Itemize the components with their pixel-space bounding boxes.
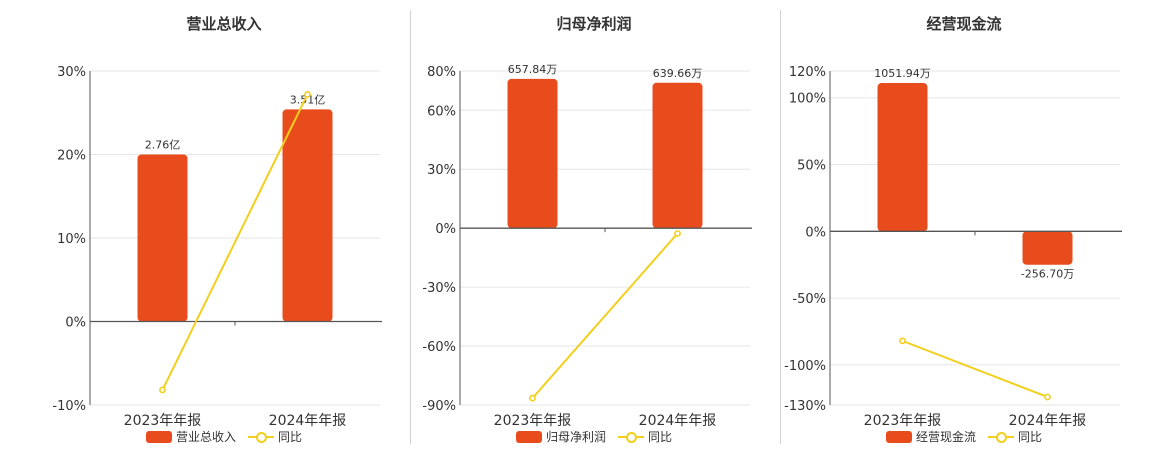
y-tick-label: -90% [422,399,456,414]
y-tick-label: -50% [792,292,826,307]
x-tick-label: 2024年年报 [269,413,347,429]
bar [652,82,703,229]
legend-bar-label: 经营现金流 [915,430,976,444]
x-tick-label: 2024年年报 [1009,413,1087,429]
yoy-point [529,394,536,402]
chart-panel-revenue: 营业总收入 30% 20% 10% 0% -10% 2.76亿 3.51亿 2023年年报 20… [38,0,410,450]
chart-plot-cash-flow: 120% 100% 50% 0% -50% -100% -130% 1051.94万 -256.… [784,65,1122,429]
yoy-point [159,386,166,394]
bar-data-label: 657.84万 [508,63,558,76]
legend-bar-swatch [145,430,172,443]
y-tick-label: 0% [805,225,826,240]
y-tick-label: -130% [784,399,826,414]
chart-panel-cash-flow: 经营现金流 120% 100% 50% 0% -50% -100% -130% 1051.94… [778,0,1150,450]
yoy-point [674,230,681,237]
yoy-line [531,232,679,399]
yoy-point [1044,393,1051,401]
legend-line-swatch [618,431,644,443]
y-tick-label: 0% [65,316,86,331]
chart-legend: 归母净利润 同比 [408,428,780,445]
bar [137,154,188,322]
x-tick-label: 2023年年报 [124,413,202,429]
y-tick-label: 30% [427,163,456,178]
legend-line-label: 同比 [648,430,673,444]
legend-line-label: 同比 [278,430,303,444]
y-tick-label: 0% [435,222,456,237]
y-tick-label: -30% [422,281,456,296]
x-tick-label: 2023年年报 [494,413,572,429]
chart-plot-net-profit: 80% 60% 30% 0% -30% -60% -90% 657.84万 639.66万 202… [422,63,752,429]
y-tick-label: 80% [427,65,456,80]
bar-data-label: 1051.94万 [874,67,931,80]
y-tick-label: -10% [52,399,86,414]
chart-legend: 营业总收入 同比 [38,428,410,445]
bar [1022,231,1073,265]
x-tick-label: 2024年年报 [639,413,717,429]
chart-plot-revenue: 30% 20% 10% 0% -10% 2.76亿 3.51亿 2023年年报 2024年年报 [52,65,382,429]
y-tick-label: -60% [422,340,456,355]
panel-divider [780,10,781,444]
legend-line-swatch [248,431,274,443]
bar [282,109,333,322]
y-tick-label: 120% [789,65,826,80]
legend-bar-swatch [515,430,542,443]
y-tick-label: 60% [427,104,456,119]
bar-data-label: 3.51亿 [290,93,326,106]
y-tick-label: 10% [57,232,86,247]
chart-panel-net-profit: 归母净利润 80% 60% 30% 0% -30% -60% -90% 657.84万 639.… [408,0,780,450]
chart-title: 营业总收入 [186,15,262,33]
y-tick-label: 100% [789,92,826,107]
bar [877,83,928,232]
legend-line-label: 同比 [1018,430,1043,444]
yoy-point [899,337,906,345]
chart-title: 归母净利润 [556,15,632,33]
bar-data-label: -256.70万 [1021,268,1074,281]
chart-title: 经营现金流 [926,15,1002,33]
y-tick-label: -100% [784,359,826,374]
y-tick-label: 30% [57,65,86,80]
chart-legend: 经营现金流 同比 [778,428,1150,445]
bar-data-label: 639.66万 [653,67,703,80]
bar-data-label: 2.76亿 [145,139,181,152]
yoy-line [161,93,309,391]
legend-bar-label: 营业总收入 [175,430,236,444]
x-tick-label: 2023年年报 [864,413,942,429]
yoy-point [304,90,311,98]
legend-line-swatch [988,431,1014,443]
y-tick-label: 50% [797,159,826,174]
y-tick-label: 20% [57,149,86,164]
legend-bar-label: 归母净利润 [545,430,606,444]
bar [507,78,558,229]
panel-divider [410,10,411,444]
yoy-line [902,339,1048,398]
legend-bar-swatch [885,430,912,443]
